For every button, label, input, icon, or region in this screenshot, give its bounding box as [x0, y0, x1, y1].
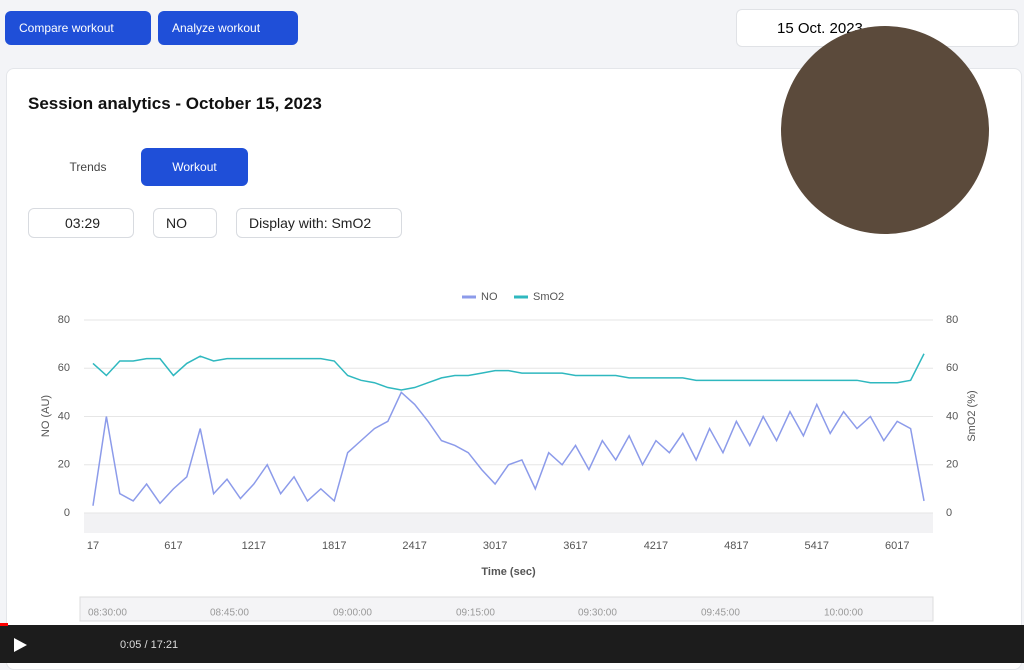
y2-tick-label: 40	[946, 410, 958, 422]
series-line	[92, 353, 925, 391]
progress	[0, 623, 8, 626]
y-axis-label: NO (AU)	[40, 395, 52, 437]
y-tick-label: 0	[64, 507, 70, 519]
x-tick-label: 6017	[885, 540, 909, 552]
y2-tick-label: 60	[946, 362, 958, 374]
label: Display with: SmO2	[249, 215, 372, 231]
label: Analyze workout	[172, 21, 261, 35]
timeline-label: 09:30:00	[578, 608, 617, 619]
y2-tick-label: 0	[946, 507, 952, 519]
timeline-label: 08:45:00	[210, 608, 249, 619]
date: 15 Oct. 2023	[777, 19, 863, 37]
timeline-label: 09:15:00	[456, 608, 495, 619]
x-tick-label: 5417	[805, 540, 829, 552]
play-icon[interactable]	[14, 638, 27, 652]
tab-active[interactable]: Workout	[141, 148, 248, 186]
y2-tick-label: 80	[946, 314, 958, 326]
x-tick-label: 1217	[242, 540, 266, 552]
label: 03:29	[65, 215, 101, 231]
legend-label: NO	[481, 291, 498, 303]
timeline	[79, 596, 934, 622]
card-title: Session analytics - October 15, 2023	[28, 94, 322, 113]
x-tick-label: 1817	[322, 540, 346, 552]
label: Compare workout	[19, 21, 114, 35]
x-tick-label: 4817	[724, 540, 748, 552]
y-tick-label: 40	[58, 410, 70, 422]
legend-label: SmO2	[533, 291, 564, 303]
x-tick-label: 17	[87, 540, 99, 552]
x-tick-label: 4217	[644, 540, 668, 552]
webcam	[781, 26, 989, 234]
x-tick-label: 617	[164, 540, 182, 552]
timeline-label: 08:30:00	[88, 608, 127, 619]
metric-select[interactable]: NO	[153, 208, 217, 238]
y-tick-label: 20	[58, 459, 70, 471]
tab[interactable]: Trends	[48, 148, 128, 186]
plot-floor	[84, 513, 933, 533]
duration-select[interactable]: 03:29	[28, 208, 134, 238]
timeline-label: 09:00:00	[333, 608, 372, 619]
label: Trends	[69, 160, 107, 174]
series-line	[92, 391, 925, 506]
compare-button[interactable]: Compare workout	[5, 11, 151, 45]
label: Workout	[172, 160, 217, 174]
player-bar	[0, 625, 1024, 663]
y-tick-label: 80	[58, 314, 70, 326]
label: NO	[166, 215, 187, 231]
x-tick-label: 3017	[483, 540, 507, 552]
x-tick-label: 3617	[563, 540, 587, 552]
x-axis-label: Time (sec)	[481, 566, 536, 578]
y2-axis-label: SmO2 (%)	[966, 390, 978, 441]
analyze-button[interactable]: Analyze workout	[158, 11, 298, 45]
timeline-label: 09:45:00	[701, 608, 740, 619]
y2-tick-label: 20	[946, 459, 958, 471]
y-tick-label: 60	[58, 362, 70, 374]
timeline-label: 10:00:00	[824, 608, 863, 619]
x-tick-label: 2417	[402, 540, 426, 552]
player-time: 0:05 / 17:21	[120, 639, 178, 651]
display-select[interactable]: Display with: SmO2	[236, 208, 402, 238]
